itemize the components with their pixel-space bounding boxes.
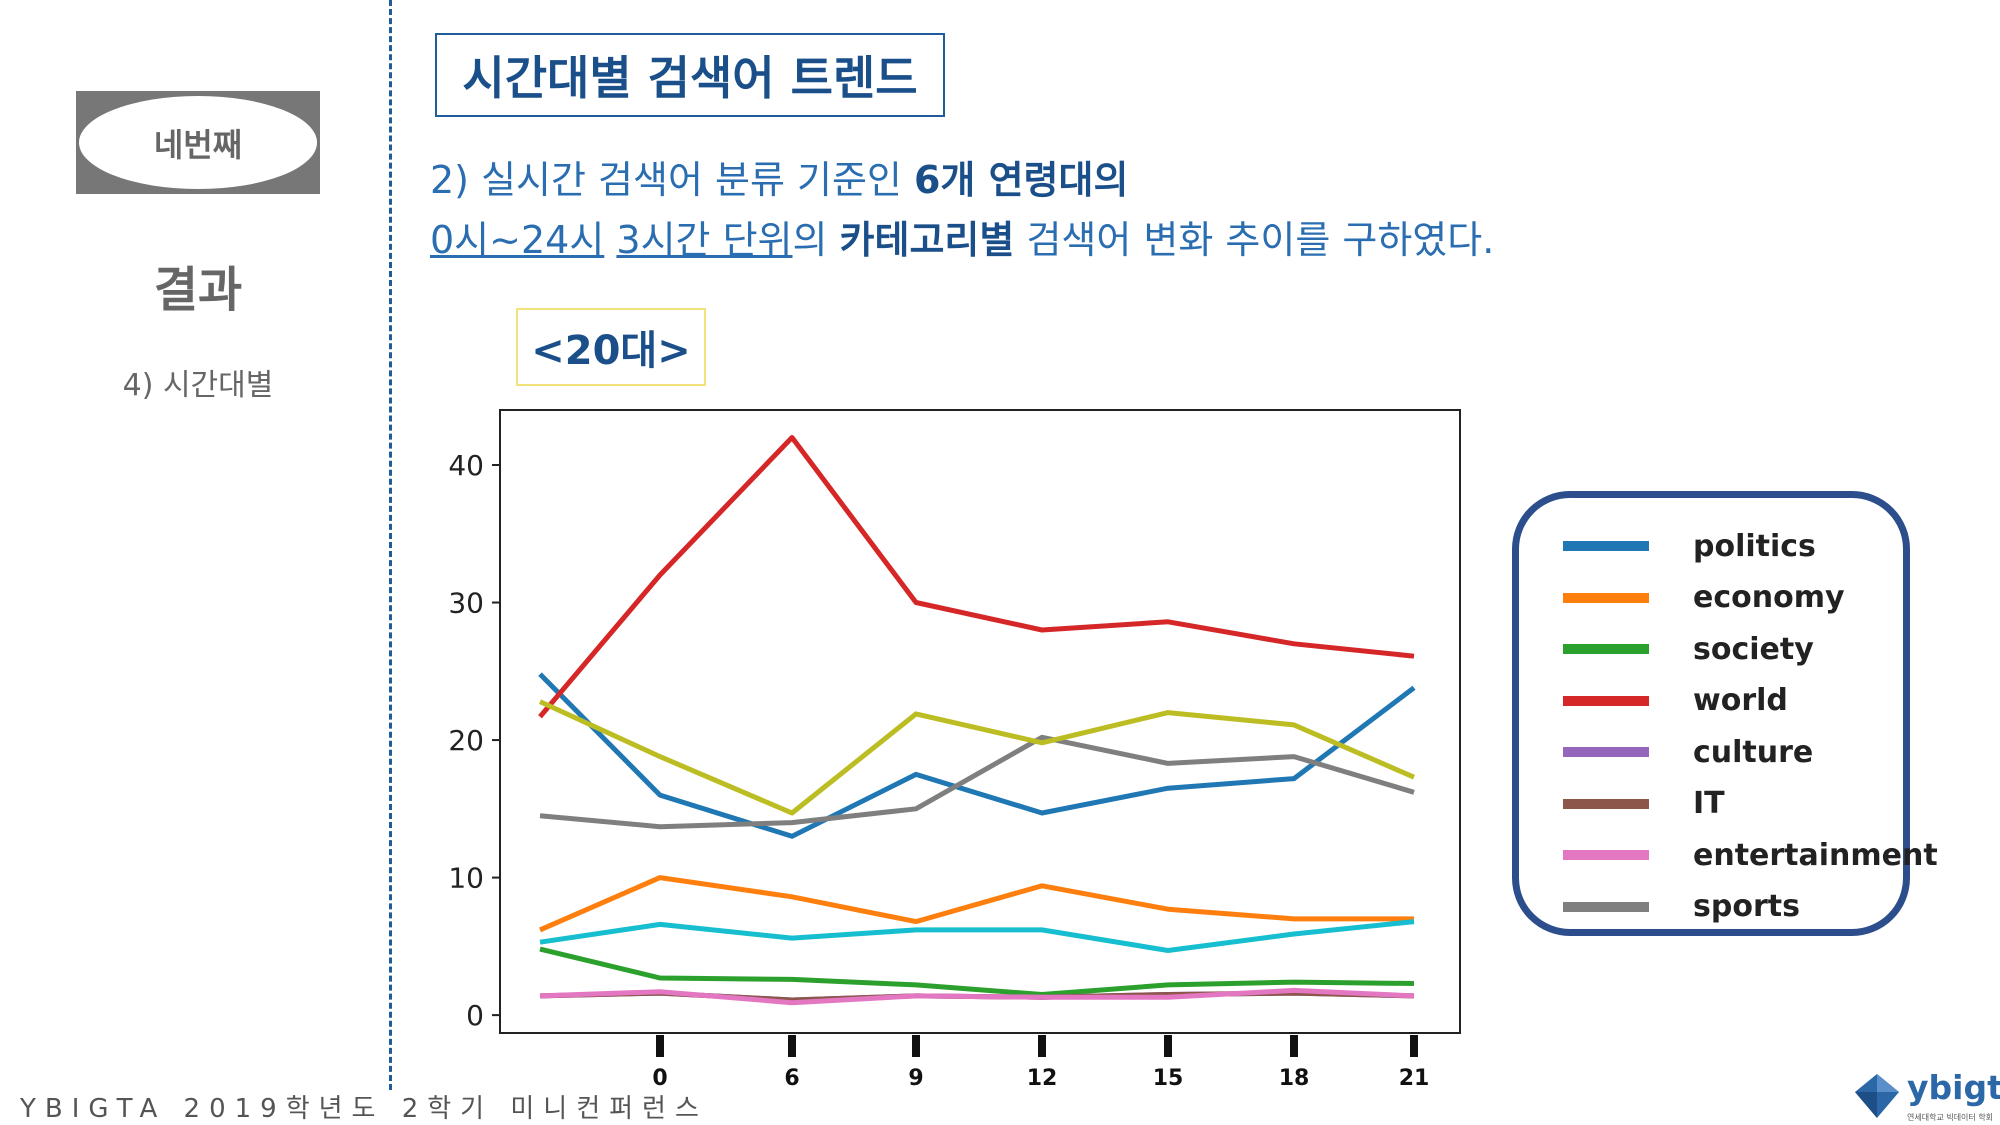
plot-area-frame	[499, 409, 1461, 1034]
legend-item: IT	[1563, 782, 1725, 826]
section-badge: 네번째	[76, 91, 320, 194]
legend-swatch	[1563, 901, 1649, 912]
desc-underline-hours: 0시~24시	[430, 218, 605, 262]
x-tick-label: 9	[908, 1066, 923, 1091]
series-line-economy	[539, 875, 1414, 933]
legend-item: sports	[1563, 885, 1800, 929]
legend-swatch	[1563, 644, 1649, 654]
legend-item: culture	[1563, 730, 1813, 774]
legend-item: world	[1563, 679, 1788, 723]
description-line-1: 2) 실시간 검색어 분류 기준인 6개 연령대의	[430, 150, 1494, 210]
legend-label: society	[1693, 631, 1814, 667]
slide-description: 2) 실시간 검색어 분류 기준인 6개 연령대의 0시~24시 3시간 단위의…	[430, 150, 1494, 270]
legend-item: politics	[1563, 524, 1816, 568]
x-tick-label: 6	[784, 1066, 799, 1091]
logo-gem-icon	[1855, 1074, 1899, 1118]
y-tick-label: 30	[448, 587, 484, 620]
y-tick-label: 20	[448, 724, 484, 757]
desc-text: 검색어 변화 추이를 구하였다.	[1014, 218, 1495, 262]
series-line-world	[538, 435, 1415, 719]
y-tick-label: 0	[466, 999, 484, 1032]
legend-swatch	[1563, 850, 1649, 860]
legend-label: sports	[1693, 889, 1800, 924]
series-lines	[538, 435, 1416, 1006]
x-tick	[788, 1035, 796, 1057]
x-tick	[1164, 1035, 1172, 1057]
desc-bold: 6개 연령대의	[913, 158, 1129, 202]
logo-wordmark: ybigta	[1907, 1068, 2000, 1107]
dashed-divider	[389, 0, 392, 1090]
x-tick-label: 12	[1027, 1066, 1058, 1091]
series-line-politics	[538, 672, 1416, 839]
legend-item: entertainment	[1563, 833, 1938, 877]
x-tick	[1038, 1035, 1046, 1057]
x-axis: 0 6 9 12 15 18 21	[652, 1035, 1429, 1091]
ybigta-logo: ybigta 연세대학교 빅데이터 학회	[1853, 1068, 2000, 1125]
y-tick-label: 40	[448, 449, 484, 482]
legend-label: entertainment	[1693, 837, 1938, 873]
x-tick-label: 0	[652, 1066, 667, 1091]
desc-underline-unit: 3시간 단위	[616, 218, 793, 262]
x-tick	[1410, 1035, 1418, 1057]
legend-label: world	[1693, 683, 1788, 718]
desc-bold-category: 카테고리별	[839, 218, 1015, 262]
desc-text: 의	[792, 218, 840, 262]
desc-text: 2) 실시간 검색어 분류 기준인	[430, 158, 914, 202]
x-tick	[1290, 1035, 1298, 1057]
series-line	[539, 919, 1415, 953]
y-tick-label: 10	[448, 862, 484, 895]
legend-label: economy	[1693, 580, 1845, 615]
age-group-label: <20대>	[516, 308, 706, 386]
section-title: 결과	[153, 262, 243, 318]
chart-legend: politics economy society world culture IT ente…	[1512, 491, 1938, 936]
y-axis: 0 10 20 30 40	[448, 449, 500, 1032]
x-tick-label: 18	[1279, 1066, 1310, 1091]
x-tick-label: 15	[1153, 1066, 1184, 1091]
legend-swatch	[1563, 695, 1649, 706]
legend-label: culture	[1693, 734, 1814, 770]
section-subtitle: 4) 시간대별	[122, 368, 274, 403]
series-line-sports	[539, 734, 1415, 830]
series-line-entertainment	[539, 987, 1415, 1006]
series-line-society	[539, 946, 1415, 997]
legend-label: IT	[1693, 786, 1725, 821]
legend-label: politics	[1693, 528, 1816, 564]
x-tick-label: 21	[1399, 1066, 1430, 1091]
legend-swatch	[1563, 592, 1649, 603]
legend-item: economy	[1563, 576, 1845, 620]
slide-title: 시간대별 검색어 트렌드	[435, 33, 945, 117]
legend-swatch	[1563, 798, 1649, 809]
legend-swatch	[1563, 541, 1649, 551]
footer-text: YBIGTA 2019학년도 2학기 미니컨퍼런스	[20, 1094, 708, 1124]
series-line	[538, 699, 1415, 816]
x-tick	[912, 1035, 920, 1057]
description-line-2: 0시~24시 3시간 단위의 카테고리별 검색어 변화 추이를 구하였다.	[430, 210, 1494, 270]
section-badge-label: 네번째	[79, 96, 317, 189]
legend-swatch	[1563, 747, 1649, 757]
x-tick	[656, 1035, 664, 1057]
logo-tagline: 연세대학교 빅데이터 학회	[1907, 1113, 1994, 1122]
legend-item: society	[1563, 627, 1814, 671]
